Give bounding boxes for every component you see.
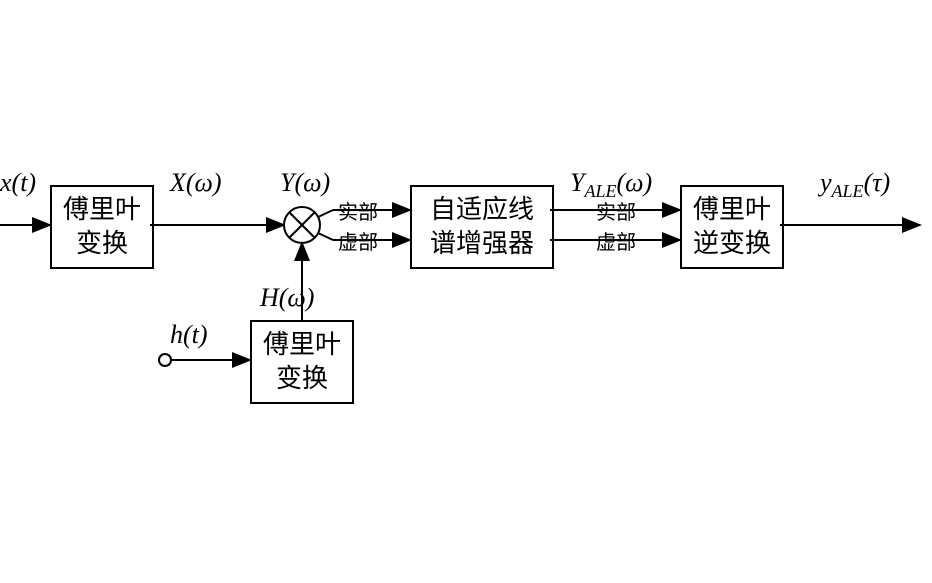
diagram-svg (0, 0, 932, 583)
h-input-terminal-icon (159, 354, 171, 366)
edge-mult-ale-real (318, 210, 333, 217)
edge-mult-ale-imag (318, 233, 333, 240)
